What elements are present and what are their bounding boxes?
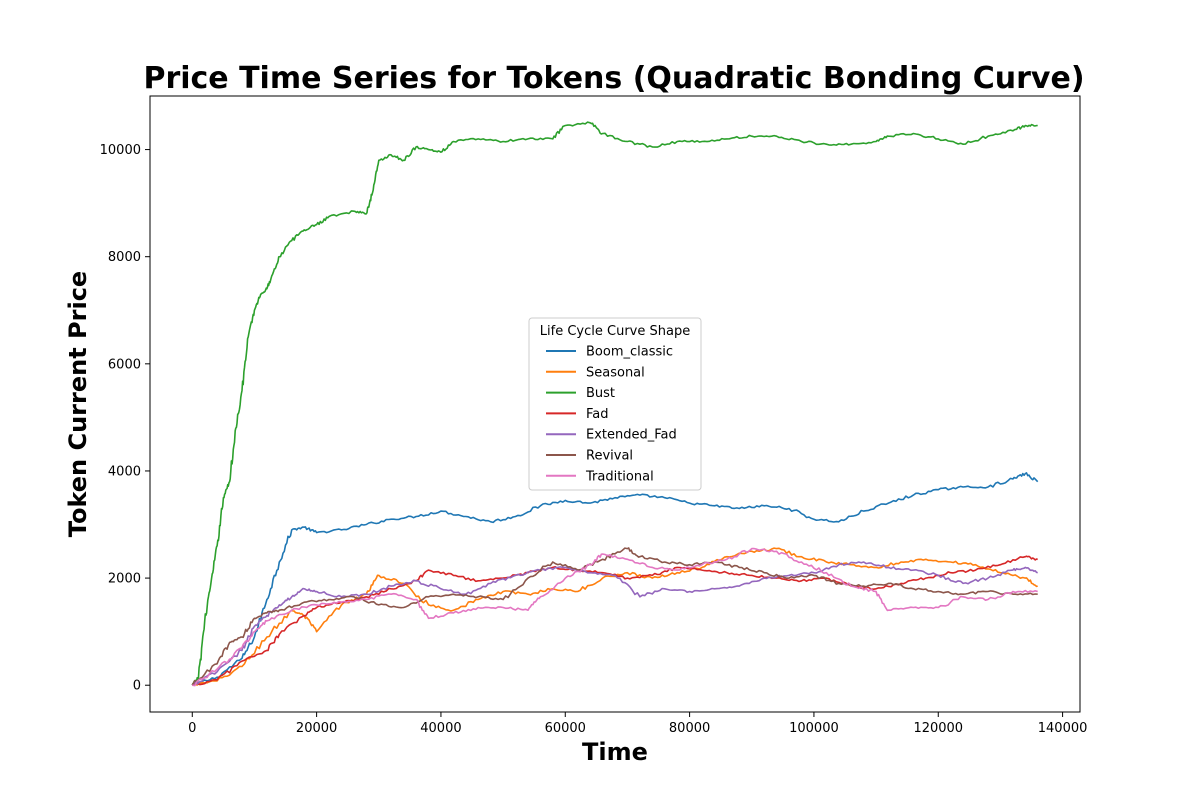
legend-item: Traditional bbox=[546, 469, 654, 484]
legend-item: Extended_Fad bbox=[546, 428, 677, 443]
series-line-traditional bbox=[192, 547, 1038, 687]
plot-frame bbox=[149, 95, 1081, 713]
x-tick-label: 20000 bbox=[296, 721, 337, 736]
legend: Life Cycle Curve Shape Boom_classic Seaso… bbox=[528, 317, 702, 491]
x-tick-label: 0 bbox=[188, 721, 196, 736]
legend-label: Bust bbox=[586, 386, 615, 401]
x-tick-label: 100000 bbox=[789, 721, 839, 736]
series-line-boom-classic bbox=[191, 472, 1039, 686]
y-tick-label: 8000 bbox=[108, 250, 141, 265]
y-tick-label: 2000 bbox=[108, 572, 141, 587]
x-axis: 0 20000 40000 60000 80000 100000 120000 140000 bbox=[188, 712, 1087, 736]
legend-title: Life Cycle Curve Shape bbox=[540, 324, 690, 339]
y-axis: 0 2000 4000 6000 8000 10000 bbox=[100, 143, 150, 694]
legend-item: Bust bbox=[546, 386, 615, 401]
legend-item: Seasonal bbox=[546, 365, 645, 380]
y-axis-label: Token Current Price bbox=[64, 271, 92, 537]
legend-label: Seasonal bbox=[586, 365, 645, 380]
plot-area bbox=[191, 121, 1039, 687]
legend-label: Revival bbox=[586, 449, 633, 464]
x-tick-label: 140000 bbox=[1038, 721, 1088, 736]
series-line-bust bbox=[191, 121, 1038, 686]
legend-label: Boom_classic bbox=[586, 345, 673, 360]
chart-title: Price Time Series for Tokens (Quadratic … bbox=[143, 61, 1084, 96]
y-tick-label: 10000 bbox=[100, 143, 141, 158]
legend-item: Revival bbox=[546, 449, 633, 464]
x-tick-label: 40000 bbox=[420, 721, 461, 736]
legend-label: Extended_Fad bbox=[586, 428, 677, 443]
series-line-fad bbox=[191, 555, 1038, 686]
series-line-revival bbox=[191, 547, 1038, 686]
legend-label: Fad bbox=[586, 407, 609, 422]
legend-label: Traditional bbox=[585, 469, 654, 484]
series-line-extended-fad bbox=[191, 561, 1038, 686]
x-tick-label: 80000 bbox=[669, 721, 710, 736]
y-tick-label: 0 bbox=[133, 679, 141, 694]
y-tick-label: 6000 bbox=[108, 357, 141, 372]
y-tick-label: 4000 bbox=[108, 464, 141, 479]
legend-item: Boom_classic bbox=[546, 345, 673, 360]
x-axis-label: Time bbox=[582, 738, 648, 766]
x-tick-label: 120000 bbox=[913, 721, 963, 736]
series-line-seasonal bbox=[192, 547, 1038, 686]
x-tick-label: 60000 bbox=[545, 721, 586, 736]
legend-items: Boom_classic Seasonal Bust Fad Extended_Fad R… bbox=[546, 345, 677, 484]
legend-item: Fad bbox=[546, 407, 609, 422]
legend-box bbox=[528, 317, 702, 491]
